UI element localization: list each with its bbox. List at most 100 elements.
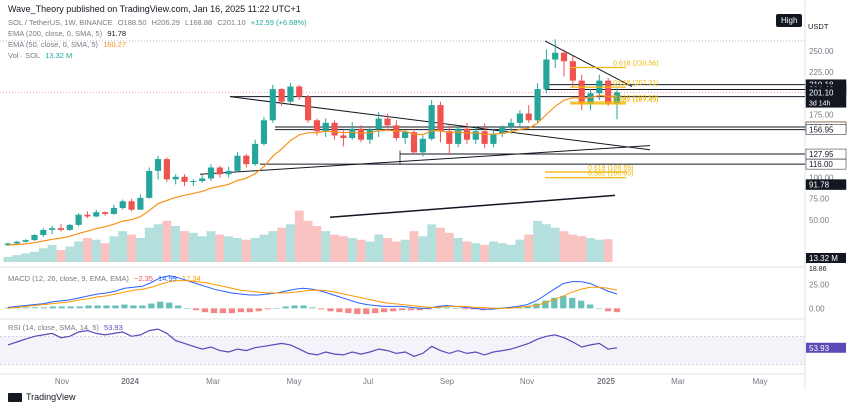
candle-body bbox=[181, 176, 188, 182]
candle bbox=[552, 39, 559, 68]
volume-bar bbox=[294, 210, 304, 262]
candle-body bbox=[243, 155, 250, 165]
candle-body bbox=[552, 52, 559, 60]
ema200-legend[interactable]: EMA (200, close, 0, SMA, 5) 91.78 bbox=[8, 29, 129, 38]
macd-hist-value: −2.35 bbox=[133, 274, 153, 283]
high-button[interactable]: High bbox=[776, 14, 803, 27]
price-axis-badge: 116.00 bbox=[805, 158, 847, 170]
candle-body bbox=[207, 167, 215, 179]
candle bbox=[375, 111, 382, 138]
volume-value: 13.32 M bbox=[45, 51, 73, 60]
macd-histogram-bar bbox=[542, 300, 549, 309]
price-badge-text: 201.10 bbox=[809, 88, 834, 97]
volume-bar bbox=[427, 224, 437, 262]
macd-histogram-bar bbox=[237, 308, 244, 313]
ohlc-open: O188.50 bbox=[117, 18, 147, 27]
candle bbox=[154, 155, 162, 180]
candle-body bbox=[137, 197, 144, 210]
volume-bar bbox=[268, 231, 278, 262]
tradingview-logo-icon bbox=[8, 392, 22, 402]
volume-bar bbox=[559, 231, 569, 262]
candle-body bbox=[252, 143, 259, 165]
volume-bar bbox=[118, 231, 128, 262]
candle bbox=[101, 211, 109, 216]
candle bbox=[84, 211, 91, 219]
symbol-label[interactable]: SOL / TetherUS, 1W, BINANCE bbox=[8, 18, 113, 27]
volume-bar bbox=[400, 239, 410, 262]
candle bbox=[190, 179, 197, 187]
candle bbox=[499, 125, 506, 138]
macd-histogram-bar bbox=[210, 308, 218, 314]
volume-bar bbox=[12, 255, 22, 262]
macd-histogram-bar bbox=[40, 307, 47, 309]
macd-histogram-bar bbox=[372, 308, 379, 314]
candle-body bbox=[446, 131, 453, 144]
candle-body bbox=[490, 133, 497, 144]
volume-bar bbox=[586, 238, 595, 262]
candle-body bbox=[278, 89, 285, 102]
volume-bar bbox=[383, 238, 392, 262]
volume-bar bbox=[180, 231, 189, 262]
time-tick-label: Mar bbox=[671, 377, 685, 386]
candle bbox=[172, 174, 179, 185]
ema200-value: 91.78 bbox=[107, 29, 127, 38]
macd-histogram-bar bbox=[300, 305, 307, 309]
volume-bar bbox=[356, 239, 366, 262]
volume-bar bbox=[74, 241, 84, 262]
ema50-legend[interactable]: EMA (50, close, 0, SMA, 5) 160.27 bbox=[8, 40, 129, 49]
time-tick-label: Nov bbox=[55, 377, 69, 386]
candle bbox=[516, 110, 524, 128]
rsi-legend[interactable]: RSI (14, close, SMA, 14, 5) 53.93 bbox=[8, 323, 126, 332]
volume-legend[interactable]: Vol · SOL 13.32 M bbox=[8, 51, 75, 60]
time-tick-label: Nov bbox=[520, 377, 534, 386]
candle bbox=[31, 234, 38, 241]
candle bbox=[278, 88, 285, 106]
candle-body bbox=[375, 118, 382, 130]
macd-histogram-bar bbox=[461, 308, 468, 310]
candle-body bbox=[22, 240, 29, 242]
volume-bar bbox=[144, 227, 154, 262]
price-chart[interactable]: 0.618 (230.56) 0.618 (207.31) 0.618 (189.5… bbox=[0, 0, 850, 390]
ema50-line bbox=[7, 94, 618, 246]
macd-panel: 25.00 0.00 bbox=[4, 275, 830, 315]
price-axis-badge: 127.95 bbox=[805, 148, 847, 160]
volume-badge-bg bbox=[806, 253, 846, 263]
rsi-band bbox=[0, 336, 805, 365]
time-tick-label: 2024 bbox=[121, 377, 139, 386]
macd-histogram-bar bbox=[443, 307, 450, 309]
fib-level-label: 0.382 (100.00) bbox=[588, 171, 634, 178]
candle-body bbox=[66, 224, 73, 230]
price-tick-label: 100.00 bbox=[809, 174, 834, 183]
candle bbox=[40, 228, 47, 237]
candle bbox=[569, 56, 576, 87]
volume-bar bbox=[594, 239, 604, 262]
price-axis-badge: 156.95 bbox=[805, 124, 847, 135]
volume-bar bbox=[21, 253, 31, 262]
macd-histogram-bar bbox=[103, 305, 110, 309]
macd-legend[interactable]: MACD (12, 26, close, 9, EMA, EMA) −2.35 … bbox=[8, 274, 204, 283]
volume-bar bbox=[533, 220, 542, 262]
macd-histogram-bar bbox=[246, 308, 253, 313]
price-badge-countdown: 3d 14h bbox=[809, 100, 831, 107]
volume-bar bbox=[418, 236, 428, 262]
macd-line bbox=[7, 275, 618, 310]
price-badge-text: 91.78 bbox=[809, 181, 830, 190]
volume-bar bbox=[471, 243, 481, 262]
candle bbox=[75, 213, 82, 227]
macd-histogram-bar bbox=[336, 308, 343, 313]
candle-body bbox=[481, 131, 488, 144]
rsi-line bbox=[7, 328, 618, 357]
triangle-lower-trendline bbox=[199, 145, 651, 175]
grid bbox=[0, 0, 806, 390]
macd-histogram-bar bbox=[470, 308, 477, 310]
volume-bar bbox=[541, 224, 551, 262]
time-tick-label: 2025 bbox=[597, 377, 615, 386]
candle-body bbox=[578, 80, 585, 104]
candle bbox=[93, 209, 100, 218]
time-tick-label: Jul bbox=[363, 377, 373, 386]
volume-bar bbox=[56, 250, 66, 262]
macd-histogram-bar bbox=[49, 306, 56, 309]
candle-body bbox=[49, 228, 56, 230]
volume-bar bbox=[188, 232, 198, 262]
